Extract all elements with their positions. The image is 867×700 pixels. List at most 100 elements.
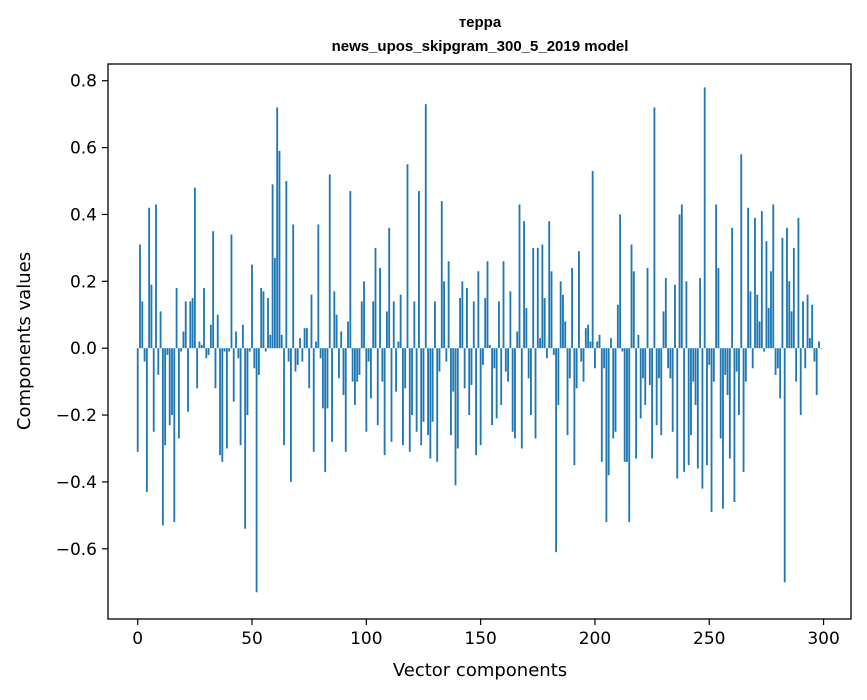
bar xyxy=(353,348,356,406)
bar xyxy=(333,291,336,349)
bar xyxy=(534,348,537,439)
x-axis-label: Vector components xyxy=(393,660,567,681)
bar xyxy=(674,284,676,349)
bar xyxy=(184,301,187,349)
bar xyxy=(424,104,427,349)
bar xyxy=(543,298,546,349)
bar xyxy=(600,348,603,462)
bar xyxy=(790,311,793,349)
bar xyxy=(710,348,713,513)
bar xyxy=(751,348,754,369)
bar xyxy=(303,328,306,349)
bar xyxy=(564,321,567,349)
bar xyxy=(235,331,237,349)
bar xyxy=(763,348,766,352)
bar xyxy=(251,264,253,349)
bar xyxy=(580,348,583,362)
bar xyxy=(799,348,802,416)
bar xyxy=(390,348,393,442)
y-axis-label: Components values xyxy=(14,252,35,430)
bar xyxy=(614,348,617,432)
bar xyxy=(344,348,347,452)
bar xyxy=(328,174,331,349)
bar xyxy=(662,311,665,349)
bar xyxy=(804,348,807,369)
bar xyxy=(616,304,619,349)
bar xyxy=(520,348,523,449)
bar xyxy=(232,348,235,402)
bar xyxy=(326,348,329,409)
bar xyxy=(692,348,695,382)
bar xyxy=(191,298,194,349)
bar xyxy=(468,348,471,416)
bar xyxy=(475,348,477,456)
bar xyxy=(495,348,498,419)
bar xyxy=(337,348,340,379)
bar xyxy=(742,348,745,472)
bar xyxy=(459,298,461,349)
bar xyxy=(331,348,333,442)
bar xyxy=(676,348,679,479)
bar xyxy=(285,181,288,349)
bar xyxy=(450,348,452,436)
bar xyxy=(434,301,436,349)
bar xyxy=(667,348,670,369)
bar xyxy=(578,251,580,349)
bar xyxy=(136,348,139,452)
bar xyxy=(664,277,667,349)
bar xyxy=(498,301,500,349)
bar xyxy=(712,348,715,382)
bar xyxy=(427,348,429,436)
bar xyxy=(767,308,770,349)
bar xyxy=(347,321,349,349)
bar xyxy=(685,281,688,349)
bar xyxy=(587,324,590,349)
bar xyxy=(372,301,375,349)
bar xyxy=(733,348,736,502)
bar xyxy=(502,261,505,349)
bar xyxy=(411,348,413,416)
bar xyxy=(150,284,153,349)
bar xyxy=(484,298,487,349)
bar xyxy=(781,237,784,349)
bar xyxy=(648,348,651,385)
bar xyxy=(175,288,178,349)
bar xyxy=(139,244,141,349)
bar xyxy=(536,247,539,349)
bar xyxy=(699,277,702,349)
bar xyxy=(443,281,445,349)
bar xyxy=(669,348,672,379)
bar xyxy=(219,348,221,456)
bar xyxy=(209,324,212,349)
bar xyxy=(214,348,217,389)
bar xyxy=(166,348,169,355)
bar xyxy=(532,247,535,349)
bar xyxy=(386,311,388,349)
bar xyxy=(776,348,779,369)
x-tick-label: 250 xyxy=(693,629,725,649)
y-tick-label: 0.0 xyxy=(70,339,97,359)
bar xyxy=(621,348,624,352)
bar xyxy=(399,294,402,349)
bar xyxy=(299,338,301,349)
bar xyxy=(305,328,308,349)
y-tick-label: −0.4 xyxy=(56,473,97,493)
bar xyxy=(806,294,809,349)
bar xyxy=(694,348,697,406)
bar xyxy=(788,281,791,349)
bar xyxy=(408,348,411,452)
x-tick-label: 0 xyxy=(132,629,143,649)
bar xyxy=(518,204,521,349)
y-tick-label: 0.2 xyxy=(70,272,97,292)
bar xyxy=(301,348,304,362)
bar xyxy=(255,348,258,593)
bar xyxy=(452,348,455,392)
bar xyxy=(155,204,157,349)
bar xyxy=(658,348,660,379)
bar xyxy=(557,348,560,406)
bar xyxy=(813,348,816,362)
bar xyxy=(744,348,747,382)
bar xyxy=(552,348,555,355)
bar xyxy=(168,348,171,426)
bar xyxy=(792,247,795,349)
